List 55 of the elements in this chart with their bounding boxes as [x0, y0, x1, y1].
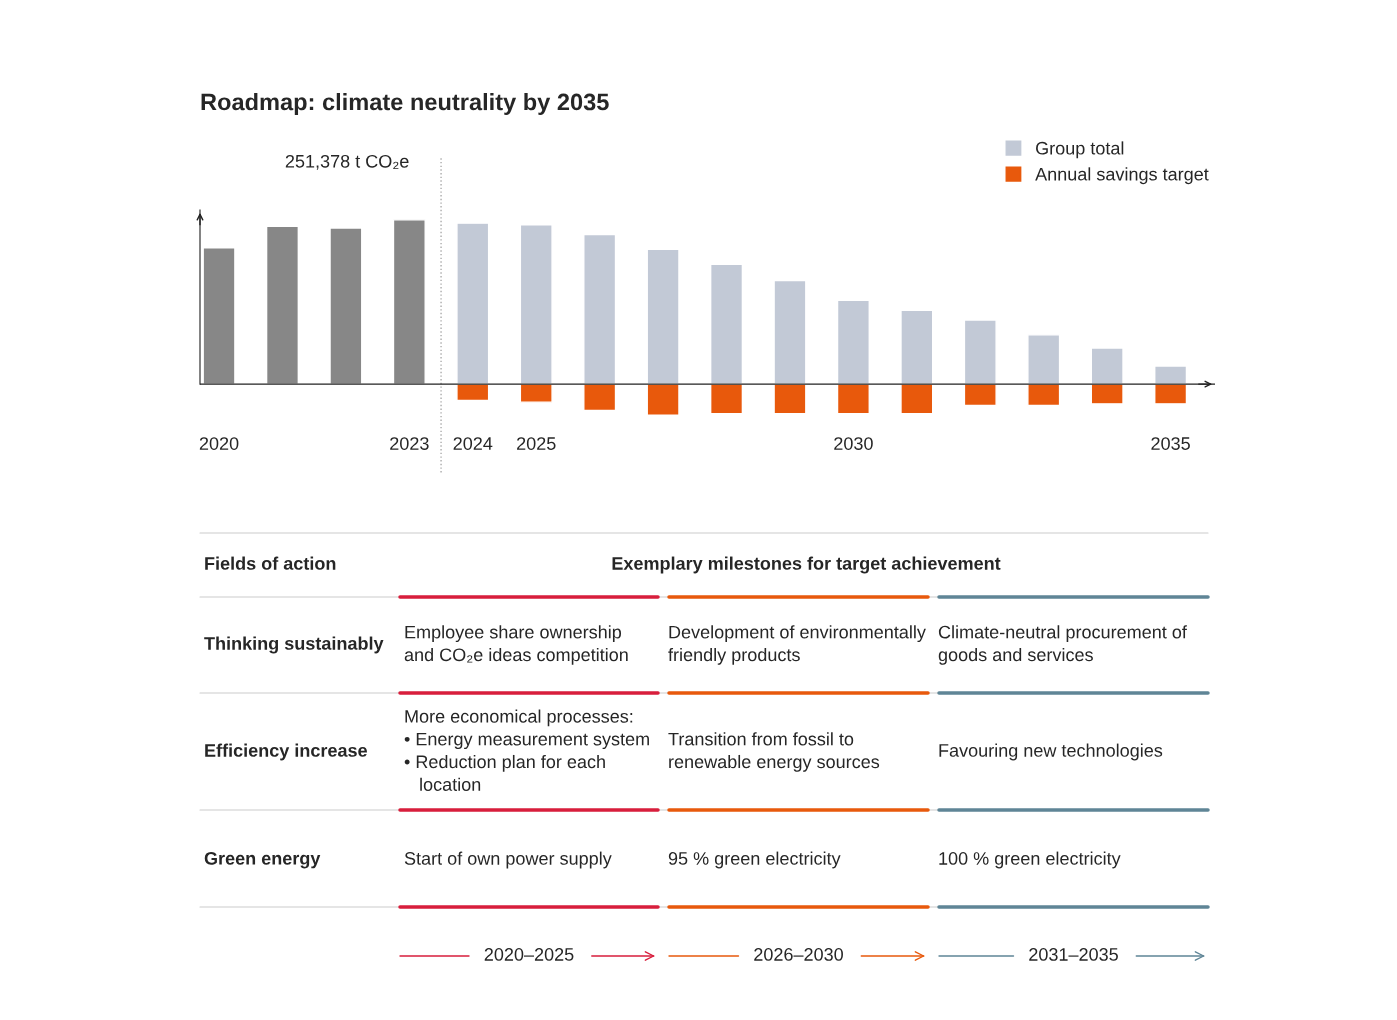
text: Efficiency increase	[205, 743, 367, 761]
bar	[836, 299, 870, 385]
x-tick-label: 2035	[1151, 437, 1190, 450]
bar	[1154, 365, 1188, 385]
legend-label: Group total	[1036, 141, 1124, 159]
bar	[836, 383, 870, 415]
bar	[709, 263, 744, 385]
text: Employee share ownership and CO₂e ideas competition	[404, 625, 628, 665]
text: Climate-neutral procurement of goods and services	[938, 625, 1187, 665]
bar	[900, 383, 934, 415]
bar	[963, 319, 997, 385]
bar	[1154, 383, 1188, 405]
chart-title: Roadmap: climate neutrality by 2035	[201, 93, 609, 115]
bar	[773, 279, 807, 385]
annotation: 251,378 t CO₂e	[285, 154, 409, 170]
bar	[456, 222, 490, 385]
bar	[646, 248, 680, 385]
bar	[1027, 334, 1061, 385]
bar	[583, 233, 617, 385]
bar	[900, 309, 934, 385]
bar	[963, 383, 997, 407]
bar	[709, 383, 744, 415]
x-tick-label: 2025	[517, 437, 556, 450]
bar	[519, 224, 553, 385]
text: Green energy	[204, 851, 321, 869]
text: 95 % green electricity	[668, 851, 841, 869]
bar	[456, 383, 490, 402]
text: Development of environmentally friendly products	[668, 625, 926, 665]
x-tick-label: 2030	[834, 437, 873, 450]
x-tick-label: 2020	[199, 437, 239, 450]
text: Thinking sustainably	[204, 636, 384, 654]
bar	[202, 247, 236, 385]
text: 2026–2030	[754, 948, 843, 961]
text: 2020–2025	[484, 948, 574, 961]
text: Transition from fossil to renewable energy sources	[668, 732, 880, 772]
text: 2031–2035	[1029, 948, 1118, 961]
text: Start of own power supply	[404, 851, 612, 869]
legend-label: Annual savings target	[1035, 167, 1209, 185]
text: Fields of action	[205, 556, 336, 570]
text: 100 % green electricity	[939, 851, 1121, 869]
x-tick-label: 2024	[453, 437, 493, 450]
bar	[1027, 383, 1061, 407]
bar	[646, 383, 680, 417]
bar	[773, 383, 807, 415]
bar	[1090, 347, 1124, 385]
bar	[519, 383, 553, 403]
text: More economical processes: • Energy measurement system • Reduction plan for each location	[404, 709, 649, 791]
bar	[265, 225, 300, 385]
text: Favouring new technologies	[939, 743, 1163, 761]
bar	[1090, 383, 1124, 405]
text: Exemplary milestones for target achievement	[612, 556, 1001, 574]
bar	[583, 383, 617, 412]
bar	[392, 219, 426, 385]
bar	[329, 227, 363, 385]
x-tick-label: 2023	[390, 437, 429, 450]
